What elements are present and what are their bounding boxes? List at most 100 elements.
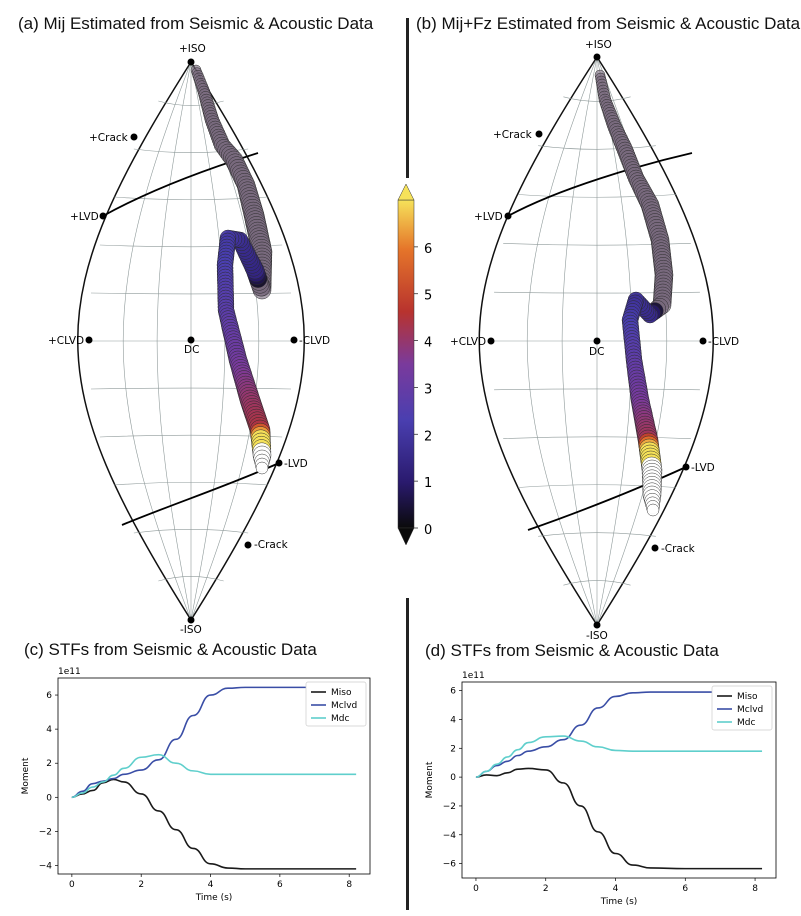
crack-pos-label: +Crack	[89, 132, 129, 144]
colorbar-tick-label: 5	[424, 289, 432, 304]
clvd-pos-label: +CLVD	[48, 335, 84, 347]
legend-label: Mclvd	[737, 705, 763, 715]
lune-plot-b: +ISO -ISO +Crack +LVD +CLVD DC -CLVD -LV…	[450, 39, 739, 642]
crack-pos-marker	[130, 133, 138, 141]
grid-parallel	[158, 100, 224, 106]
grid-parallel	[114, 481, 268, 486]
lvd-neg-marker	[275, 459, 283, 467]
iso-neg-marker	[187, 616, 195, 624]
lune-grid	[490, 56, 703, 626]
divider-bottom	[406, 598, 409, 910]
x-tick-label: 4	[208, 880, 214, 890]
lvd-neg-label: -LVD	[691, 462, 715, 474]
y-tick-label: 4	[450, 715, 456, 725]
clvd-neg-marker	[699, 337, 707, 345]
y-exponent: 1e11	[462, 671, 485, 681]
legend-label: Miso	[737, 692, 758, 702]
y-tick-label: 0	[450, 773, 456, 783]
trajectory-point	[255, 461, 269, 475]
legend-box	[711, 685, 773, 731]
x-tick-label: 6	[682, 884, 688, 894]
arc-lower	[527, 466, 687, 531]
legend-label: Mdc	[331, 714, 349, 724]
y-tick-label: 6	[46, 691, 52, 701]
colorbar-tick-label: 0	[424, 523, 432, 538]
iso-pos-marker	[187, 58, 195, 66]
arc-upper	[507, 152, 693, 217]
clvd-pos-label: +CLVD	[450, 336, 486, 348]
legend-label: Miso	[331, 688, 352, 698]
iso-neg-label: -ISO	[180, 624, 202, 636]
series-line-mclvd	[71, 686, 357, 799]
colorbar-extend-top	[397, 183, 415, 201]
x-axis-label: Time (s)	[195, 893, 233, 903]
lvd-pos-marker	[504, 212, 512, 220]
dc-marker	[593, 337, 601, 345]
grid-parallel	[563, 580, 631, 586]
y-tick-label: −6	[443, 860, 457, 870]
y-axis-label: Moment	[425, 761, 435, 798]
x-tick-label: 0	[69, 880, 75, 890]
x-axis-label: Time (s)	[600, 897, 638, 907]
y-tick-label: −4	[39, 861, 53, 871]
dc-label: DC	[184, 344, 199, 356]
crack-neg-marker	[244, 541, 252, 549]
iso-neg-marker	[593, 621, 601, 629]
y-axis-label: Moment	[21, 757, 31, 794]
grid-parallel	[494, 388, 700, 391]
trajectory-point	[646, 503, 660, 517]
grid-parallel	[133, 529, 249, 534]
y-exponent: 1e11	[58, 667, 81, 677]
colorbar-extend-bottom	[397, 527, 415, 546]
y-tick-label: 2	[46, 759, 52, 769]
legend-label: Mdc	[737, 718, 755, 728]
iso-neg-label: -ISO	[586, 630, 608, 642]
lvd-pos-label: +LVD	[474, 211, 503, 223]
y-tick-label: 0	[46, 793, 52, 803]
lune-markers	[85, 58, 298, 624]
series-line-mclvd	[475, 691, 763, 778]
colorbar-tick-label: 1	[424, 476, 432, 491]
lvd-neg-marker	[682, 463, 690, 471]
grid-parallel	[90, 387, 292, 390]
x-tick-label: 2	[543, 884, 549, 894]
crack-neg-marker	[651, 544, 659, 552]
iso-pos-marker	[593, 53, 601, 61]
y-tick-label: 4	[46, 725, 52, 735]
crack-pos-label: +Crack	[493, 129, 533, 141]
clvd-pos-marker	[85, 336, 93, 344]
moment-tensor-trajectory	[594, 69, 674, 517]
crack-neg-label: -Crack	[661, 543, 696, 555]
panel-a-title: (a) Mij Estimated from Seismic & Acousti…	[18, 14, 374, 33]
y-tick-label: −2	[39, 827, 52, 837]
clvd-neg-label: -CLVD	[299, 335, 330, 347]
clvd-pos-marker	[487, 337, 495, 345]
moment-tensor-trajectory	[190, 64, 273, 475]
lvd-neg-label: -LVD	[284, 458, 308, 470]
legend-box	[305, 681, 367, 727]
lvd-pos-label: +LVD	[70, 211, 99, 223]
series-line-miso	[71, 778, 357, 870]
panel-d-title: (d) STFs from Seismic & Acoustic Data	[425, 641, 719, 660]
colorbar-tick-label: 2	[424, 429, 432, 444]
grid-parallel	[563, 96, 631, 102]
lune-markers	[487, 53, 707, 629]
clvd-neg-label: -CLVD	[708, 336, 739, 348]
crack-pos-marker	[535, 130, 543, 138]
stf-chart-c: 0 2 4 6 8 −4 −2 0 2 4 6 1e11 Time (s) Moment Miso Mclvd…	[21, 667, 371, 903]
y-tick-label: 2	[450, 744, 456, 754]
colorbar-tick-label: 4	[424, 336, 432, 351]
divider-top	[406, 18, 409, 178]
x-tick-label: 0	[473, 884, 479, 894]
y-tick-label: −2	[443, 802, 456, 812]
y-tick-label: 6	[450, 687, 456, 697]
colorbar-tick-label: 6	[424, 242, 432, 257]
iso-pos-label: +ISO	[179, 43, 206, 55]
lvd-pos-marker	[99, 212, 107, 220]
series-line-miso	[475, 767, 763, 870]
colorbar-tick-label: 3	[424, 382, 432, 397]
grid-parallel	[494, 291, 700, 294]
x-tick-label: 8	[752, 884, 758, 894]
x-tick-label: 6	[277, 880, 283, 890]
series-line-mdc	[71, 753, 357, 799]
